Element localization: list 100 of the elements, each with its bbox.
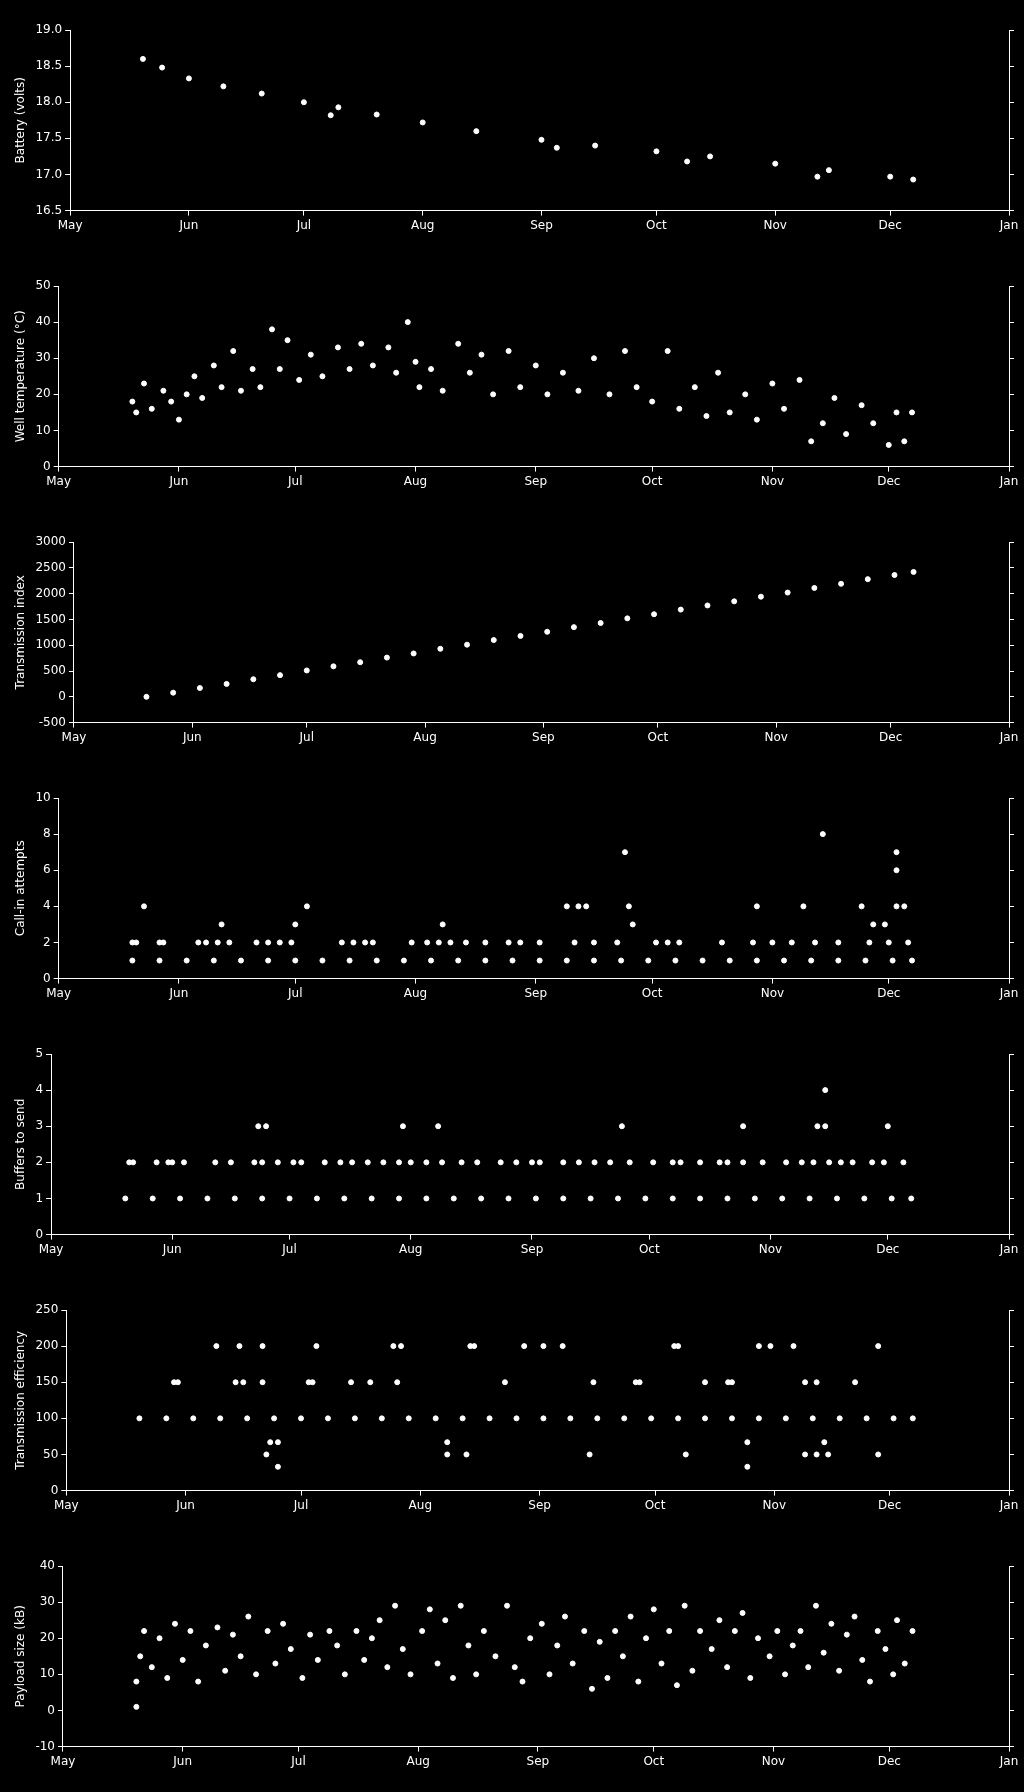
x-tick-label: May xyxy=(46,985,72,1000)
y-tick-label: 250 xyxy=(35,1302,59,1317)
x-tick-label: Jan xyxy=(998,1753,1019,1768)
x-tick-label: Jan xyxy=(998,729,1019,744)
y-tick-label: 40 xyxy=(35,314,51,329)
y-tick-label: 6 xyxy=(43,862,51,877)
x-tick-label: Jul xyxy=(290,1753,306,1768)
x-tick-label: Nov xyxy=(760,985,785,1000)
y-tick-label: 30 xyxy=(35,350,51,365)
x-tick-label: Dec xyxy=(878,1497,902,1512)
y-tick-label: 18.0 xyxy=(35,94,63,109)
y-tick-label: 1000 xyxy=(35,637,66,652)
y-tick-label: 2 xyxy=(43,934,51,949)
y-tick-label: 100 xyxy=(35,1410,59,1425)
x-tick-label: Jul xyxy=(287,985,303,1000)
x-tick-label: Nov xyxy=(764,729,788,744)
y-axis-title: Call-in attempts xyxy=(13,840,28,937)
x-tick-label: Nov xyxy=(762,1497,786,1512)
x-tick-label: Oct xyxy=(643,1753,665,1768)
x-tick-label: Aug xyxy=(406,1753,430,1768)
x-tick-label: Dec xyxy=(877,985,901,1000)
y-tick-label: 3000 xyxy=(35,534,66,549)
x-tick-label: Dec xyxy=(879,729,903,744)
y-tick-label: 20 xyxy=(39,1630,55,1645)
x-tick-label: Nov xyxy=(758,1241,783,1256)
y-tick-label: 30 xyxy=(39,1594,55,1609)
y-axis-title: Well temperature (°C) xyxy=(13,310,28,443)
x-tick-label: May xyxy=(57,217,83,232)
y-tick-label: 0 xyxy=(35,1226,44,1241)
x-tick-label: Aug xyxy=(403,985,428,1000)
x-tick-label: May xyxy=(53,1497,79,1512)
x-tick-label: Sep xyxy=(530,217,553,232)
x-tick-label: Aug xyxy=(408,1497,433,1512)
x-tick-label: Oct xyxy=(641,473,663,488)
x-tick-label: Sep xyxy=(532,729,555,744)
y-tick-label: 18.5 xyxy=(35,58,63,73)
x-tick-label: Jul xyxy=(292,1497,309,1512)
y-tick-label: 8 xyxy=(43,826,51,841)
y-axis-title: Buffers to send xyxy=(13,1098,28,1190)
x-tick-label: Aug xyxy=(410,217,435,232)
y-tick-label: 3 xyxy=(35,1118,44,1133)
x-tick-label: Nov xyxy=(760,473,785,488)
y-tick-label: 0 xyxy=(50,1482,59,1497)
y-tick-label: 10 xyxy=(39,1666,55,1681)
y-tick-label: 17.0 xyxy=(35,166,63,181)
x-tick-label: May xyxy=(50,1753,76,1768)
x-tick-label: Dec xyxy=(877,1753,901,1768)
x-tick-label: Dec xyxy=(877,473,901,488)
x-tick-label: Jan xyxy=(998,1241,1019,1256)
x-tick-label: Dec xyxy=(878,217,902,232)
y-tick-label: 1 xyxy=(35,1190,44,1205)
y-tick-label: 2000 xyxy=(35,585,66,600)
y-tick-label: 10 xyxy=(35,422,51,437)
x-tick-label: May xyxy=(38,1241,64,1256)
x-tick-label: Nov xyxy=(761,1753,786,1768)
y-tick-label: 10 xyxy=(35,790,51,805)
y-tick-label: 2500 xyxy=(35,559,66,574)
x-tick-label: Oct xyxy=(647,729,669,744)
y-tick-label: 1500 xyxy=(35,611,66,626)
x-tick-label: Nov xyxy=(763,217,787,232)
y-tick-label: 20 xyxy=(35,386,51,401)
x-tick-label: Sep xyxy=(520,1241,544,1256)
x-tick-label: Oct xyxy=(646,217,668,232)
x-tick-label: Jan xyxy=(998,1497,1019,1512)
x-tick-label: Dec xyxy=(876,1241,900,1256)
y-axis-title: Battery (volts) xyxy=(13,77,28,164)
y-tick-label: 4 xyxy=(43,898,51,913)
y-tick-label: -10 xyxy=(35,1738,55,1753)
y-tick-label: 50 xyxy=(35,278,51,293)
y-tick-label: 19.0 xyxy=(35,22,63,37)
x-tick-label: Jun xyxy=(168,985,189,1000)
x-tick-label: Sep xyxy=(524,473,548,488)
x-tick-label: Jul xyxy=(298,729,314,744)
y-tick-label: 500 xyxy=(43,663,66,678)
x-tick-label: May xyxy=(46,473,72,488)
x-tick-label: Sep xyxy=(528,1497,551,1512)
x-tick-label: Oct xyxy=(641,985,663,1000)
x-tick-label: Jan xyxy=(998,217,1019,232)
y-tick-label: 150 xyxy=(35,1374,59,1389)
x-tick-label: Jan xyxy=(998,473,1019,488)
x-tick-label: Jul xyxy=(295,217,312,232)
x-tick-label: Jul xyxy=(281,1241,297,1256)
y-axis-title: Transmission index xyxy=(13,575,28,691)
y-tick-label: 4 xyxy=(35,1082,44,1097)
y-tick-label: 50 xyxy=(43,1446,59,1461)
y-tick-label: -500 xyxy=(38,714,66,729)
x-tick-label: Sep xyxy=(526,1753,550,1768)
y-tick-label: 0 xyxy=(43,970,51,985)
y-tick-label: 2 xyxy=(35,1154,44,1169)
x-tick-label: May xyxy=(61,729,87,744)
x-tick-label: Aug xyxy=(413,729,437,744)
y-tick-label: 16.5 xyxy=(35,202,63,217)
y-tick-label: 0 xyxy=(58,688,66,703)
x-tick-label: Jul xyxy=(287,473,303,488)
x-tick-label: Oct xyxy=(638,1241,660,1256)
x-tick-label: Jun xyxy=(175,1497,195,1512)
y-axis-title: Payload size (kB) xyxy=(13,1605,28,1708)
x-tick-label: Jun xyxy=(178,217,199,232)
x-tick-label: Sep xyxy=(524,985,548,1000)
x-tick-label: Jun xyxy=(181,729,202,744)
